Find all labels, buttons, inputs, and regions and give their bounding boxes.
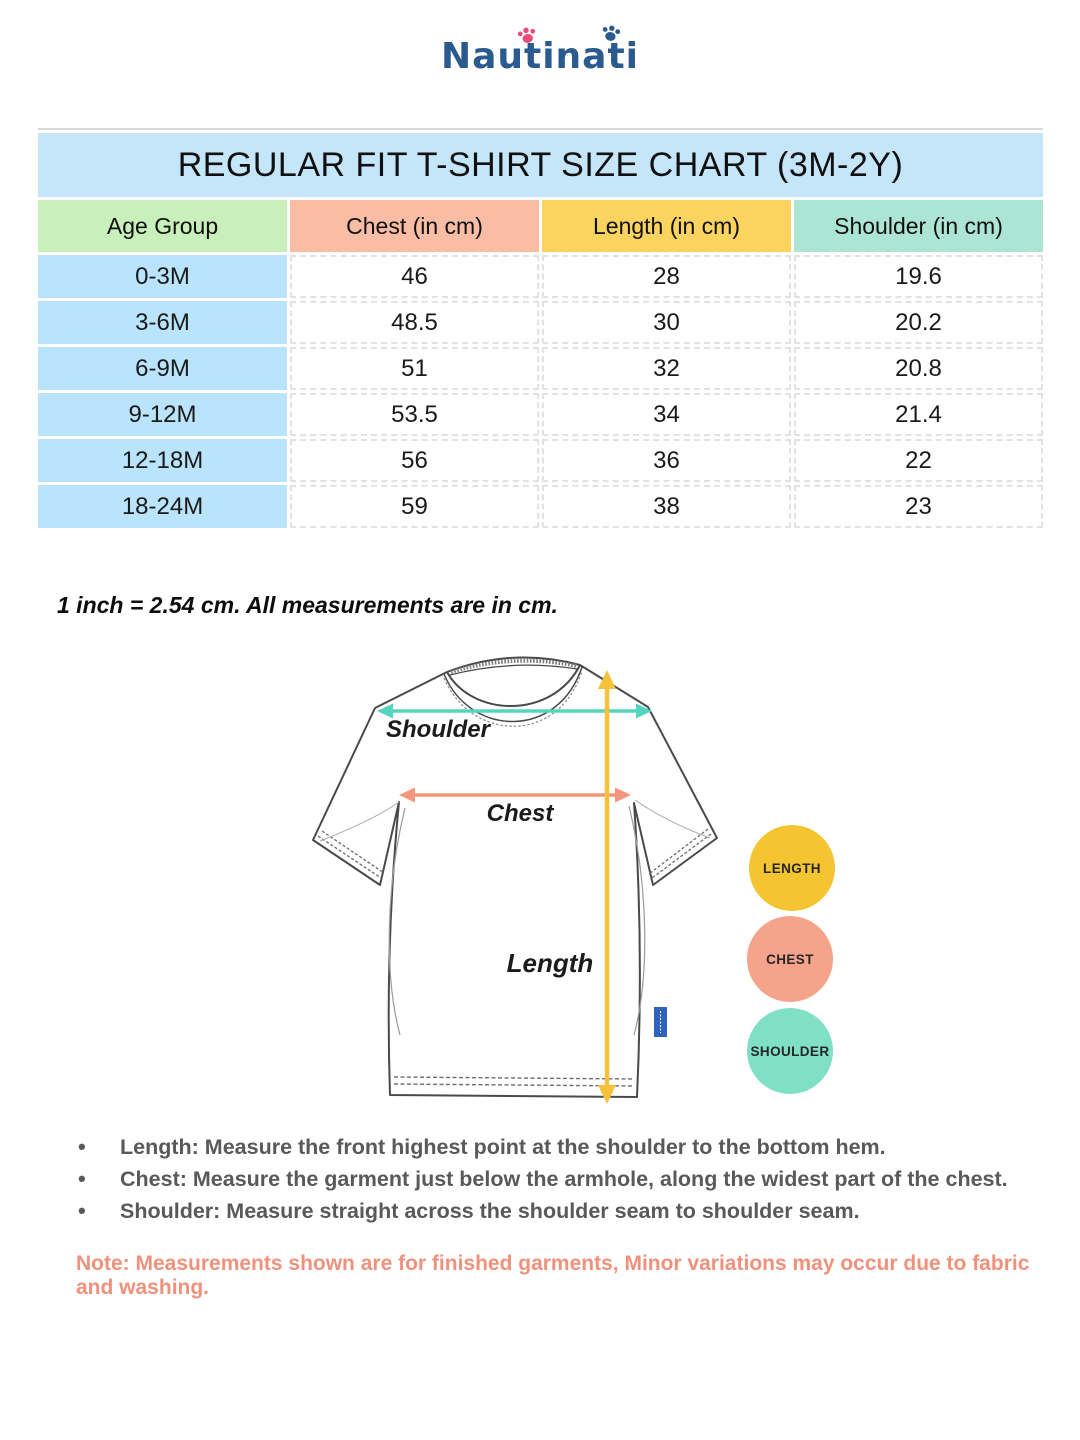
length-label: Length (507, 948, 594, 978)
length-cell: 34 (542, 393, 791, 436)
shoulder-measure-arrow (377, 703, 652, 719)
left-sleeve-hem-stitch (321, 830, 385, 874)
collar-stitching (450, 658, 578, 674)
age-cell: 18-24M (38, 485, 287, 528)
instruction-shoulder: Shoulder: Measure straight across the sh… (78, 1195, 1038, 1227)
brand-logo: Nautinati (440, 36, 640, 77)
instruction-chest: Chest: Measure the garment just below th… (78, 1163, 1038, 1195)
back-collar-seam (449, 664, 578, 676)
column-header-shoulder: Shoulder (in cm) (794, 200, 1043, 252)
shoulder-cell: 23 (794, 485, 1043, 528)
age-cell: 6-9M (38, 347, 287, 390)
shoulder-cell: 20.8 (794, 347, 1043, 390)
paw-print-pink-icon (517, 27, 536, 43)
shoulder-cell: 22 (794, 439, 1043, 482)
chest-cell: 48.5 (290, 301, 539, 344)
length-cell: 30 (542, 301, 791, 344)
size-chart-title: REGULAR FIT T-SHIRT SIZE CHART (3M-2Y) (38, 133, 1043, 197)
length-cell: 38 (542, 485, 791, 528)
shoulder-cell: 19.6 (794, 255, 1043, 298)
length-cell: 32 (542, 347, 791, 390)
column-header-chest: Chest (in cm) (290, 200, 539, 252)
right-sleeve-hem-stitch (651, 833, 712, 879)
length-measure-arrow (598, 670, 616, 1104)
length-cell: 28 (542, 255, 791, 298)
shoulder-cell: 21.4 (794, 393, 1043, 436)
legend-circle-length: LENGTH (749, 825, 835, 911)
garment-variation-note: Note: Measurements shown are for finishe… (76, 1252, 1030, 1299)
neckband-seam (443, 666, 583, 723)
size-chart-body: 0-3M 46 28 19.6 3-6M 48.5 30 20.2 6-9M 5… (38, 255, 1043, 528)
neckline-edge (446, 664, 581, 707)
bottom-hem-stitch (393, 1083, 635, 1087)
shoulder-cell: 20.2 (794, 301, 1043, 344)
age-cell: 12-18M (38, 439, 287, 482)
paw-print-blue-icon (602, 25, 621, 41)
chest-cell: 53.5 (290, 393, 539, 436)
instruction-length: Length: Measure the front highest point … (78, 1131, 1038, 1163)
left-sleeve-hem-stitch (317, 835, 382, 879)
table-top-divider (38, 128, 1043, 130)
left-sleeve-crease (319, 801, 400, 842)
size-chart-header-row: Age Group Chest (in cm) Length (in cm) S… (38, 200, 1043, 252)
chest-cell: 56 (290, 439, 539, 482)
chest-label: Chest (487, 800, 555, 827)
chest-measure-arrow (399, 787, 631, 803)
size-chart-table: REGULAR FIT T-SHIRT SIZE CHART (3M-2Y) A… (38, 133, 1043, 528)
column-header-length: Length (in cm) (542, 200, 791, 252)
neckband-stitch-dashes (443, 670, 583, 727)
right-side-crease (628, 805, 646, 1036)
tshirt-measurement-diagram: Shoulder Chest Length (312, 656, 718, 1104)
legend-circle-shoulder: SHOULDER (747, 1008, 833, 1094)
column-header-age-group: Age Group (38, 200, 287, 252)
age-cell: 3-6M (38, 301, 287, 344)
left-side-crease (388, 807, 406, 1036)
legend-circle-chest: CHEST (747, 916, 833, 1002)
bottom-hem-stitch (393, 1076, 635, 1080)
age-cell: 9-12M (38, 393, 287, 436)
brand-logo-area: Nautinati (0, 25, 1080, 77)
length-cell: 36 (542, 439, 791, 482)
conversion-note: 1 inch = 2.54 cm. All measurements are i… (57, 592, 558, 618)
chest-cell: 59 (290, 485, 539, 528)
right-sleeve-crease (634, 799, 711, 839)
right-sleeve-hem-stitch (648, 828, 709, 875)
measurement-instructions: Length: Measure the front highest point … (78, 1131, 1038, 1227)
shoulder-label: Shoulder (386, 716, 492, 743)
chest-cell: 46 (290, 255, 539, 298)
age-cell: 0-3M (38, 255, 287, 298)
chest-cell: 51 (290, 347, 539, 390)
